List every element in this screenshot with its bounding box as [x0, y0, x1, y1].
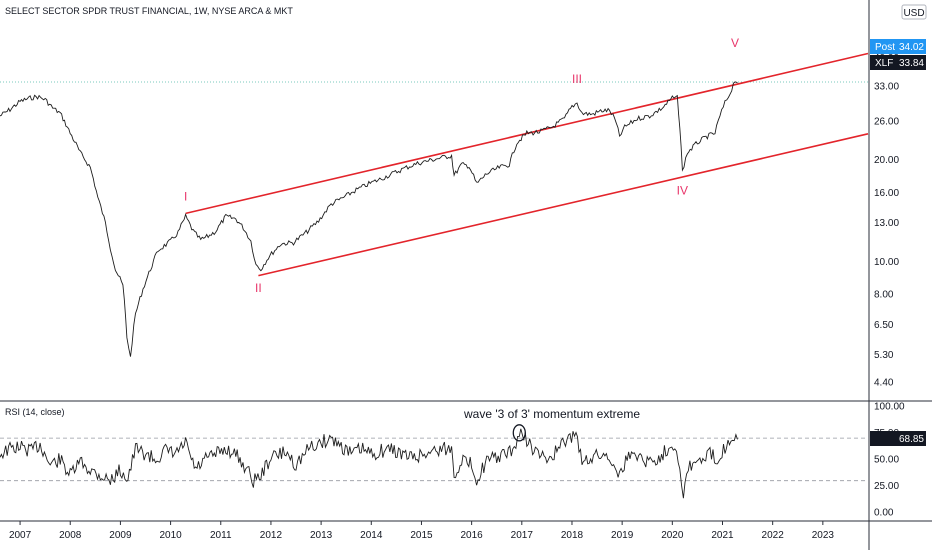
time-tick-label: 2010: [159, 530, 182, 541]
time-tick-label: 2020: [661, 530, 684, 541]
time-tick-label: 2007: [9, 530, 32, 541]
chart-title: SELECT SECTOR SPDR TRUST FINANCIAL, 1W, …: [5, 6, 293, 16]
wave-label: III: [572, 72, 582, 86]
rsi-title: RSI (14, close): [5, 407, 65, 417]
time-tick-label: 2014: [360, 530, 383, 541]
upper-channel-line[interactable]: [185, 52, 869, 215]
time-tick-label: 2022: [762, 530, 785, 541]
price-tick-label: 6.50: [874, 320, 894, 331]
last-tag-label: XLF: [875, 58, 893, 69]
rsi-annotation: wave '3 of 3' momentum extreme: [463, 407, 640, 421]
time-tick-label: 2012: [260, 530, 283, 541]
last-price-tag: XLF 33.84: [870, 55, 926, 70]
rsi-tick-label: 0.00: [874, 508, 894, 519]
rsi-panel[interactable]: [0, 424, 868, 499]
wave-label: I: [184, 189, 187, 203]
lower-channel-line[interactable]: [258, 133, 869, 277]
post-price-tag: Post 34.02: [870, 39, 926, 54]
currency-badge-box: [901, 4, 927, 20]
time-tick-label: 2016: [461, 530, 484, 541]
time-tick-label: 2013: [310, 530, 333, 541]
rsi-tag-value: 68.85: [899, 434, 924, 445]
time-tick-label: 2008: [59, 530, 82, 541]
momentum-extreme-circle: [512, 424, 526, 442]
price-tick-label: 5.30: [874, 350, 894, 361]
post-tag-label: Post: [875, 42, 895, 53]
price-tick-label: 8.00: [874, 290, 894, 301]
rsi-tick-label: 100.00: [874, 401, 905, 412]
time-tick-label: 2015: [410, 530, 433, 541]
time-tick-label: 2017: [511, 530, 534, 541]
time-tick-label: 2011: [210, 530, 232, 541]
post-tag-value: 34.02: [899, 42, 924, 53]
currency-badge[interactable]: USD: [903, 8, 924, 19]
last-tag-value: 33.84: [899, 58, 924, 69]
time-tick-label: 2018: [561, 530, 584, 541]
price-tick-label: 13.00: [874, 218, 899, 229]
rsi-tick-label: 50.00: [874, 454, 899, 465]
price-tick-label: 26.00: [874, 116, 899, 127]
rsi-tick-label: 25.00: [874, 481, 899, 492]
time-tick-label: 2009: [109, 530, 132, 541]
price-tick-label: 4.40: [874, 377, 894, 388]
time-tick-label: 2021: [711, 530, 734, 541]
wave-label: II: [255, 281, 262, 295]
rsi-series-line[interactable]: [0, 428, 738, 499]
rsi-value-tag: 68.85: [870, 431, 926, 446]
time-tick-label: 2023: [812, 530, 835, 541]
time-tick-label: 2019: [611, 530, 634, 541]
price-tick-label: 16.00: [874, 188, 899, 199]
price-series-line[interactable]: [0, 81, 738, 357]
price-tick-label: 10.00: [874, 257, 899, 268]
wave-label: IV: [677, 184, 688, 198]
price-tick-label: 33.00: [874, 81, 899, 92]
wave-label: V: [731, 36, 739, 50]
price-tick-label: 20.00: [874, 155, 899, 166]
